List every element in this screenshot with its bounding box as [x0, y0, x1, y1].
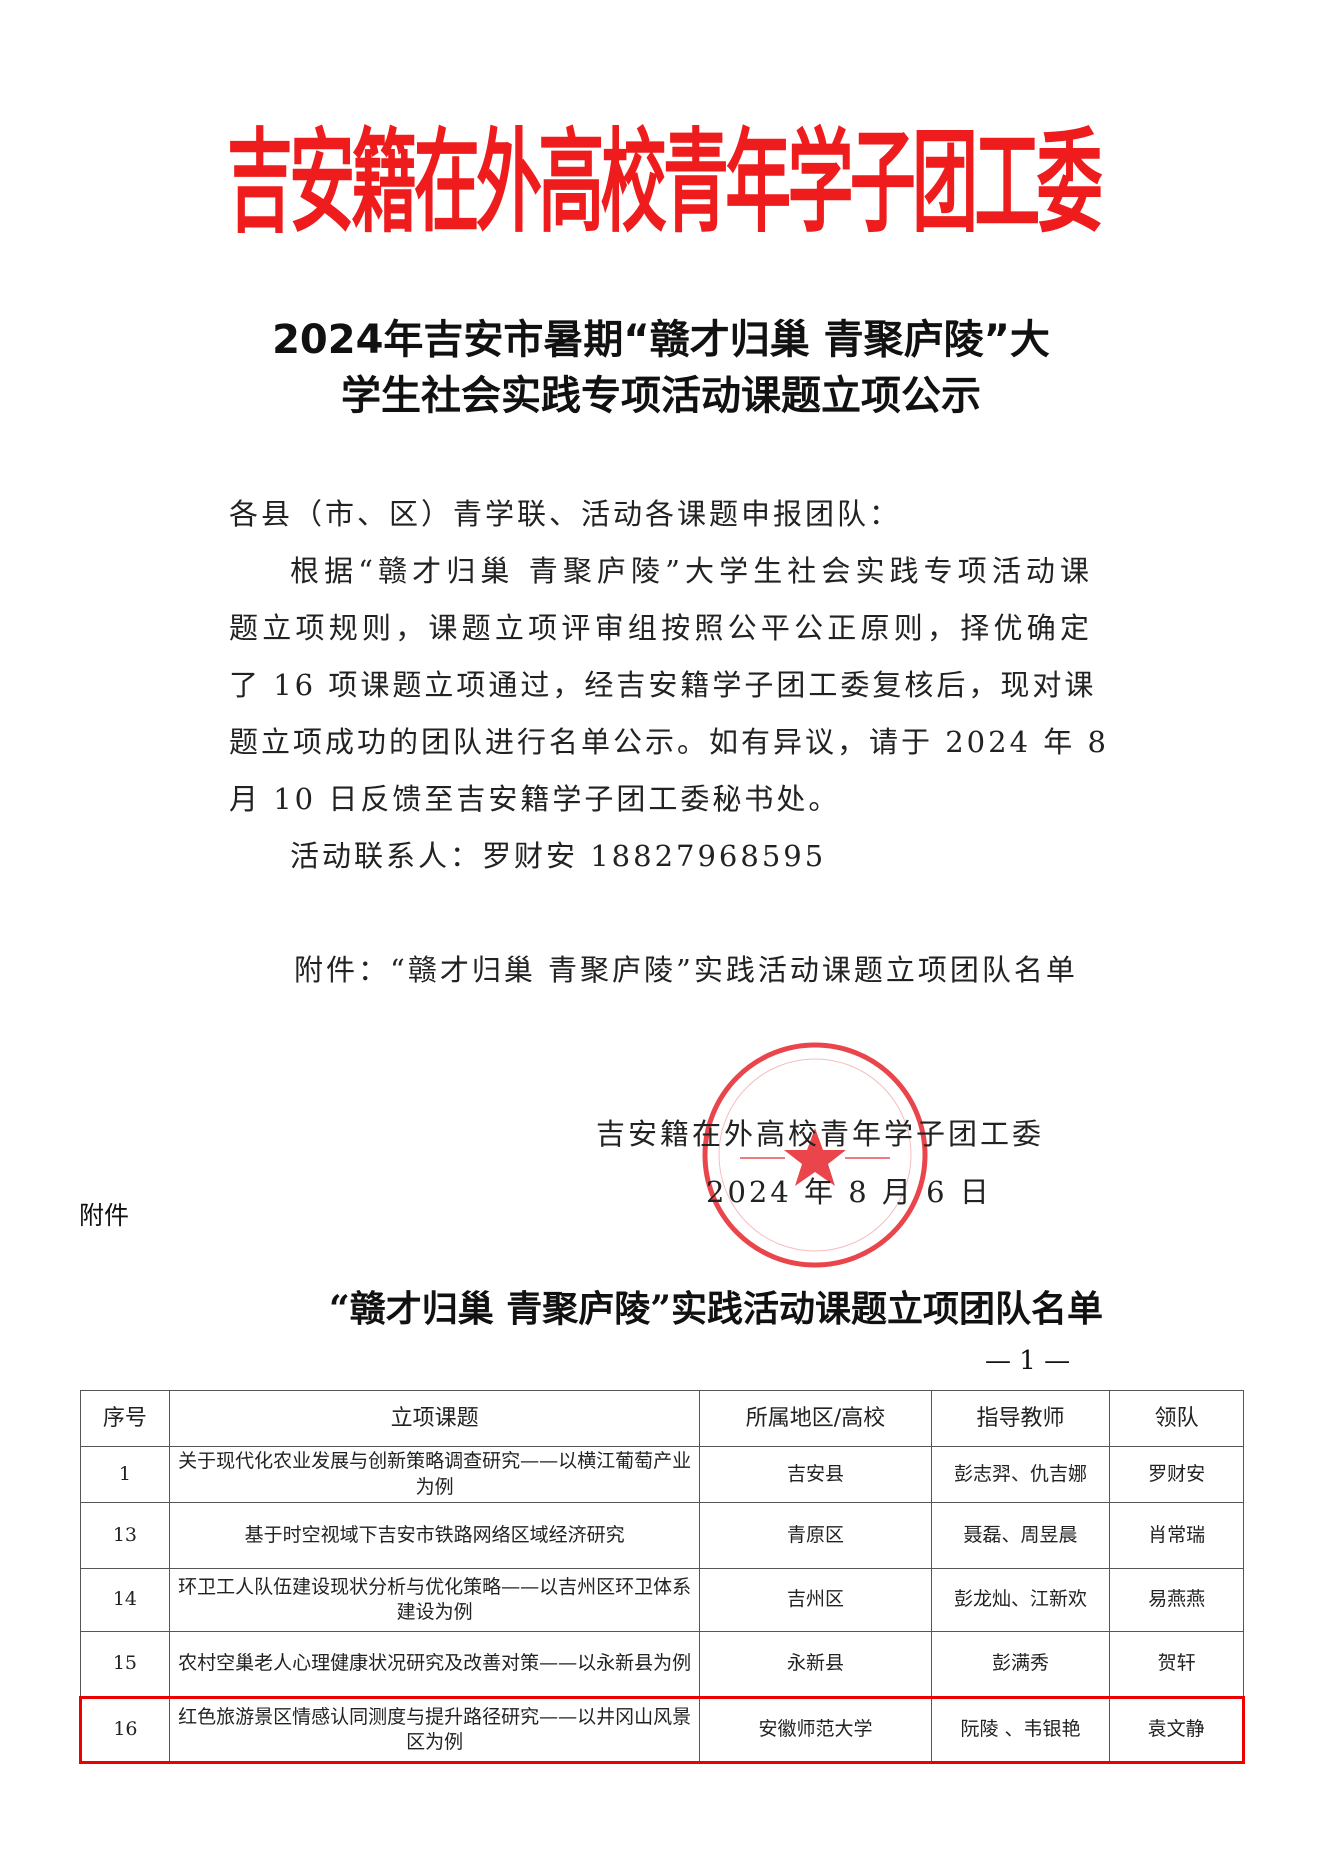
table-row: 15 农村空巢老人心理健康状况研究及改善对策——以永新县为例 永新县 彭满秀 贺…	[80, 1631, 1244, 1699]
team-list-table: 序号 立项课题 所属地区/高校 指导教师 领队 1 关于现代化农业发展与创新策略…	[79, 1390, 1245, 1765]
cell-region: 吉安县	[699, 1445, 932, 1504]
table-row: 1 关于现代化农业发展与创新策略调查研究——以横江葡萄产业为例 吉安县 彭志羿、…	[80, 1445, 1244, 1504]
cell-topic: 农村空巢老人心理健康状况研究及改善对策——以永新县为例	[168, 1631, 701, 1699]
doc-title-line2: 学生社会实践专项活动课题立项公示	[341, 373, 981, 419]
table-row: 13 基于时空视域下吉安市铁路网络区域经济研究 青原区 聂磊、周昱晨 肖常瑞	[80, 1502, 1244, 1570]
cell-leader: 贺轩	[1109, 1631, 1244, 1699]
body-line: 题立项成功的团队进行名单公示。如有异议，请于 2024 年 8	[229, 725, 1109, 759]
signature-date: 2024 年 8 月 6 日	[706, 1175, 992, 1209]
cell-region: 永新县	[699, 1631, 932, 1699]
col-header-topic: 立项课题	[168, 1390, 701, 1447]
cell-topic: 关于现代化农业发展与创新策略调查研究——以横江葡萄产业为例	[168, 1445, 701, 1504]
cell-region: 青原区	[699, 1502, 932, 1570]
cell-advisor: 彭志羿、仇吉娜	[930, 1445, 1111, 1504]
cell-no: 13	[80, 1502, 170, 1570]
table-header-row: 序号 立项课题 所属地区/高校 指导教师 领队	[80, 1390, 1244, 1447]
cell-advisor: 聂磊、周昱晨	[930, 1502, 1111, 1570]
body-line: 了 16 项课题立项通过，经吉安籍学子团工委复核后，现对课	[229, 668, 1097, 702]
cell-advisor: 彭满秀	[930, 1631, 1111, 1699]
doc-title-line1: 2024年吉安市暑期“赣才归巢 青聚庐陵”大	[272, 317, 1050, 363]
salutation: 各县（市、区）青学联、活动各课题申报团队：	[229, 497, 902, 531]
cell-leader: 罗财安	[1109, 1445, 1244, 1504]
attachment-label: 附件	[79, 1201, 130, 1230]
signature-org: 吉安籍在外高校青年学子团工委	[596, 1117, 1045, 1151]
cell-leader: 易燕燕	[1109, 1568, 1244, 1633]
letterhead: 吉安籍在外高校青年学子团工委	[227, 117, 1103, 248]
cell-no: 14	[80, 1568, 170, 1633]
cell-leader: 袁文静	[1109, 1696, 1245, 1765]
cell-topic: 红色旅游景区情感认同测度与提升路径研究——以井冈山风景区为例	[168, 1696, 701, 1765]
cell-topic: 基于时空视域下吉安市铁路网络区域经济研究	[168, 1502, 701, 1570]
cell-region: 安徽师范大学	[699, 1696, 932, 1765]
table-row: 14 环卫工人队伍建设现状分析与优化策略——以吉州区环卫体系建设为例 吉州区 彭…	[80, 1568, 1244, 1633]
cell-region: 吉州区	[699, 1568, 932, 1633]
contact: 活动联系人：罗财安 18827968595	[290, 839, 827, 873]
page-number: — 1 —	[985, 1346, 1071, 1376]
body-line: 题立项规则，课题立项评审组按照公平公正原则，择优确定	[229, 611, 1092, 645]
cell-no: 1	[80, 1445, 170, 1504]
col-header-no: 序号	[80, 1390, 170, 1447]
cell-no: 15	[80, 1631, 170, 1699]
cell-advisor: 彭龙灿、江新欢	[930, 1568, 1111, 1633]
col-header-region: 所属地区/高校	[699, 1390, 932, 1447]
official-seal	[702, 1042, 928, 1268]
table-row-highlighted: 16 红色旅游景区情感认同测度与提升路径研究——以井冈山风景区为例 安徽师范大学…	[79, 1696, 1245, 1765]
table-title: “赣才归巢 青聚庐陵”实践活动课题立项团队名单	[329, 1288, 1103, 1330]
col-header-advisor: 指导教师	[930, 1390, 1111, 1447]
col-header-leader: 领队	[1109, 1390, 1244, 1447]
body-line: 月 10 日反馈至吉安籍学子团工委秘书处。	[229, 782, 841, 816]
cell-topic: 环卫工人队伍建设现状分析与优化策略——以吉州区环卫体系建设为例	[168, 1568, 701, 1633]
cell-advisor: 阮陵 、韦银艳	[930, 1696, 1111, 1765]
cell-no: 16	[79, 1696, 170, 1765]
cell-leader: 肖常瑞	[1109, 1502, 1244, 1570]
attachment-note: 附件：“赣才归巢 青聚庐陵”实践活动课题立项团队名单	[294, 953, 1078, 987]
body-line: 根据“赣才归巢 青聚庐陵”大学生社会实践专项活动课	[290, 554, 1092, 588]
